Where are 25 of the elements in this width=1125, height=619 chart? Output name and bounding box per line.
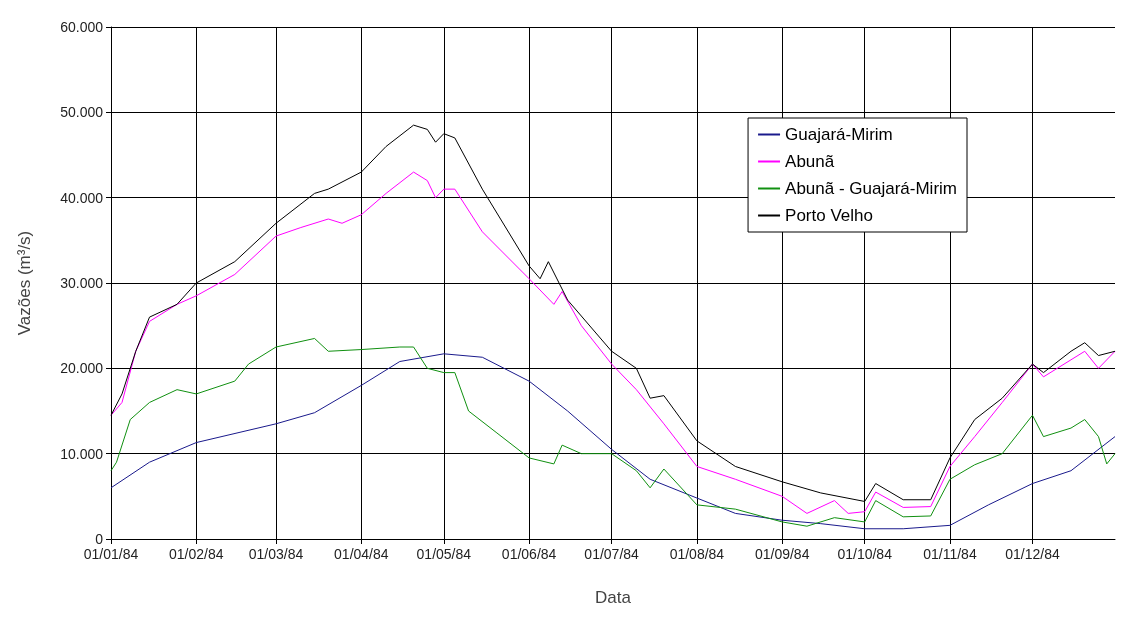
x-tick-label: 01/07/84 <box>584 546 640 562</box>
x-tick-label: 01/02/84 <box>169 546 224 562</box>
x-tick-label: 01/09/84 <box>754 546 810 562</box>
x-tick-label: 01/05/84 <box>416 546 472 562</box>
y-tick-label: 40.000 <box>60 189 104 206</box>
x-axis-title: Data <box>595 588 632 607</box>
x-tick-label: 01/12/84 <box>1005 546 1060 562</box>
y-tick-label: 50.000 <box>60 104 104 121</box>
x-tick-label: 01/03/84 <box>248 546 304 562</box>
y-tick-label: 20.000 <box>60 360 104 377</box>
y-tick-label: 60.000 <box>60 19 104 35</box>
x-tick-label: 01/08/84 <box>669 546 725 562</box>
x-tick-label: 01/01/84 <box>83 546 139 562</box>
legend-label: Abunã <box>785 152 835 171</box>
legend-label: Porto Velho <box>785 206 873 225</box>
x-tick-label: 01/10/84 <box>837 546 893 562</box>
x-tick-label: 01/11/84 <box>923 546 977 562</box>
x-tick-label: 01/06/84 <box>501 546 557 562</box>
y-axis-title: Vazões (m³/s) <box>15 230 34 336</box>
y-tick-label: 30.000 <box>60 275 104 291</box>
legend-label: Abunã - Guajará-Mirim <box>785 179 958 198</box>
y-tick-label: 0 <box>95 531 104 547</box>
x-tick-label: 01/04/84 <box>334 546 389 562</box>
y-tick-label: 10.000 <box>60 445 104 462</box>
legend-label: Guajará-Mirim <box>785 125 893 144</box>
